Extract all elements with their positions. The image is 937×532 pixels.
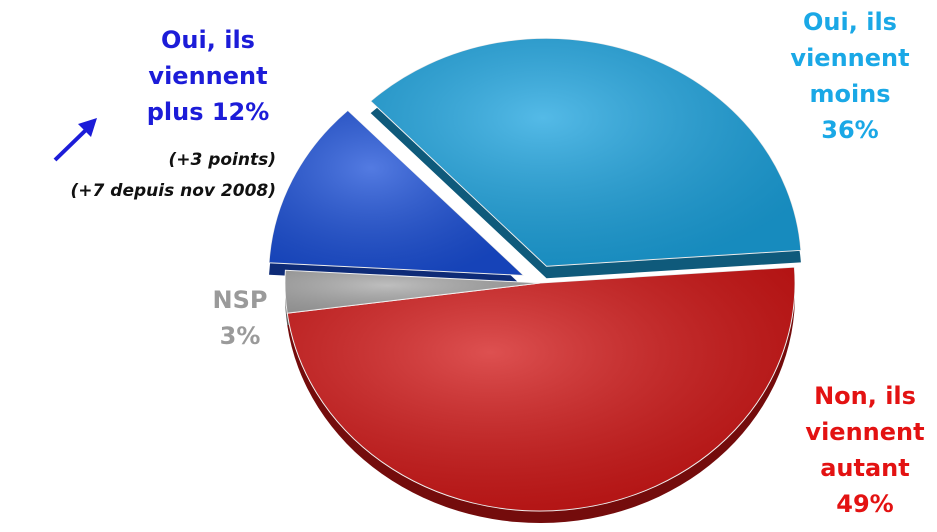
annotation: (+7 depuis nov 2008)	[70, 181, 276, 201]
slice-value: 3%	[219, 322, 261, 350]
slice-name: Non, ils viennent autant	[805, 382, 925, 482]
slice-name: NSP	[212, 286, 268, 314]
slice-shine	[269, 110, 524, 276]
slice-label: Oui, ils viennent moins 36%	[775, 4, 925, 148]
slice-label: NSP 3%	[190, 282, 290, 354]
slice-shine	[370, 38, 801, 267]
slice-value: 12%	[211, 98, 270, 126]
pie	[268, 37, 802, 524]
slice-value: 36%	[821, 116, 879, 144]
annotation: (+3 points)	[168, 150, 276, 170]
slice-label: Non, ils viennent autant 49%	[790, 378, 937, 522]
slice-label: Oui, ils viennent plus 12%	[128, 22, 288, 130]
slice-value: 49%	[836, 490, 894, 518]
slice-shine	[285, 270, 540, 314]
slice-name: Oui, ils viennent moins	[790, 8, 910, 108]
slice-name: Oui, ils viennent plus	[146, 26, 268, 126]
slice-shine	[287, 267, 796, 512]
arrow	[53, 118, 97, 162]
